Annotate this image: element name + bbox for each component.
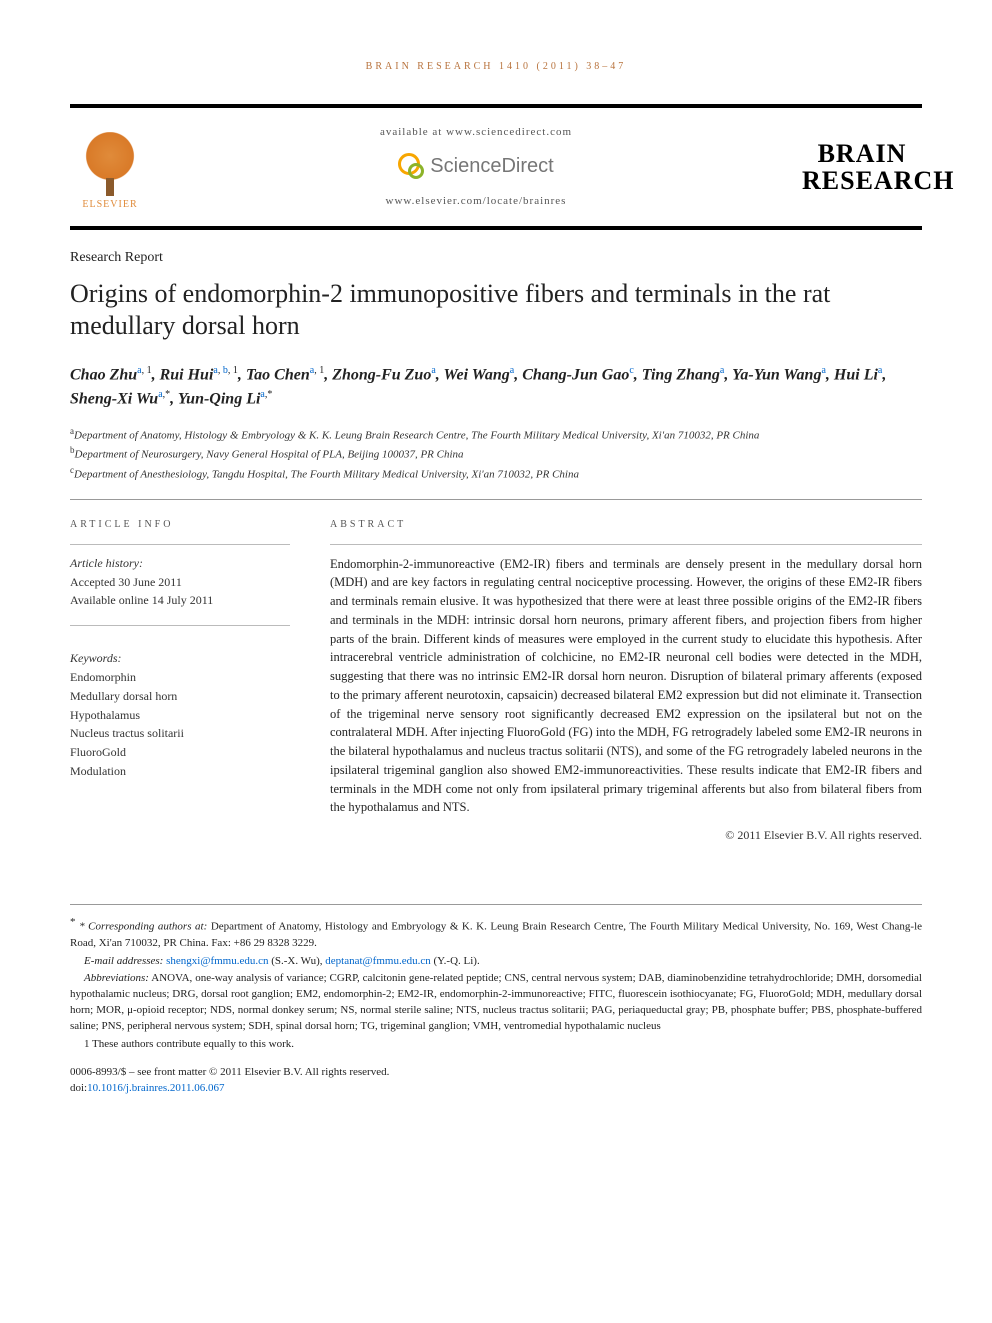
author-affiliation-ref: a [510, 365, 514, 376]
email-note: E-mail addresses: shengxi@fmmu.edu.cn (S… [70, 954, 922, 970]
author-affiliation-ref: a [821, 365, 825, 376]
keyword-item: Hypothalamus [70, 707, 290, 724]
author-affiliation-ref: a,* [158, 389, 170, 400]
article-title: Origins of endomorphin-2 immunopositive … [70, 278, 922, 343]
equal-contribution-note: 1 These authors contribute equally to th… [70, 1037, 922, 1053]
abstract-column: ABSTRACT Endomorphin-2-immunoreactive (E… [330, 518, 922, 844]
author-affiliation-ref: a,* [260, 389, 272, 400]
author-affiliation-ref: a [720, 365, 724, 376]
author-name: Chao Zhu [70, 366, 137, 383]
keyword-item: Medullary dorsal horn [70, 688, 290, 705]
keyword-item: Endomorphin [70, 669, 290, 686]
doi-link[interactable]: 10.1016/j.brainres.2011.06.067 [87, 1082, 224, 1094]
author-name: Sheng-Xi Wu [70, 390, 158, 407]
elsevier-label: ELSEVIER [82, 198, 137, 212]
author-name: Tao Chen [246, 366, 310, 383]
author-affiliation-ref: a, b, 1 [213, 365, 237, 376]
email-link-1[interactable]: shengxi@fmmu.edu.cn [166, 955, 268, 967]
journal-name-line2: RESEARCH [802, 167, 922, 194]
elsevier-logo: ELSEVIER [70, 122, 150, 212]
info-rule [70, 544, 290, 545]
corresponding-note: * * Corresponding authors at: Department… [70, 915, 922, 952]
affiliation-c: cDepartment of Anesthesiology, Tangdu Ho… [70, 464, 922, 483]
sciencedirect-logo[interactable]: ScienceDirect [398, 152, 553, 180]
abstract-head: ABSTRACT [330, 518, 922, 532]
keyword-item: FluoroGold [70, 744, 290, 761]
author-name: Ya-Yun Wang [732, 366, 821, 383]
author-name: Wei Wang [444, 366, 510, 383]
abstract-copyright: © 2011 Elsevier B.V. All rights reserved… [330, 827, 922, 844]
journal-header: ELSEVIER available at www.sciencedirect.… [70, 104, 922, 230]
abstract-rule [330, 544, 922, 545]
author-affiliation-ref: a [878, 365, 882, 376]
sciencedirect-name: ScienceDirect [430, 152, 553, 180]
author-affiliation-ref: a, 1 [310, 365, 324, 376]
author-affiliation-ref: c [629, 365, 633, 376]
divider-top [70, 499, 922, 500]
author-name: Zhong-Fu Zuo [332, 366, 431, 383]
locate-url[interactable]: www.elsevier.com/locate/brainres [150, 194, 802, 209]
accepted-date: Accepted 30 June 2011 [70, 574, 290, 591]
author-name: Chang-Jun Gao [522, 366, 629, 383]
history-label: Article history: [70, 555, 290, 572]
author-affiliation-ref: a [431, 365, 435, 376]
article-info-column: ARTICLE INFO Article history: Accepted 3… [70, 518, 290, 844]
abstract-text: Endomorphin-2-immunoreactive (EM2-IR) fi… [330, 555, 922, 818]
article-info-head: ARTICLE INFO [70, 518, 290, 532]
affiliation-a: aDepartment of Anatomy, Histology & Embr… [70, 425, 922, 444]
affiliation-list: aDepartment of Anatomy, Histology & Embr… [70, 425, 922, 482]
author-affiliation-ref: a, 1 [137, 365, 151, 376]
author-name: Yun-Qing Li [178, 390, 261, 407]
author-name: Hui Li [834, 366, 878, 383]
affiliation-b: bDepartment of Neurosurgery, Navy Genera… [70, 444, 922, 463]
footnotes: * * Corresponding authors at: Department… [70, 904, 922, 1097]
abbreviations-note: Abbreviations: ANOVA, one-way analysis o… [70, 971, 922, 1035]
elsevier-tree-icon [80, 132, 140, 192]
journal-name-line1: BRAIN [802, 140, 922, 167]
running-head: BRAIN RESEARCH 1410 (2011) 38–47 [70, 60, 922, 74]
author-list: Chao Zhua, 1, Rui Huia, b, 1, Tao Chena,… [70, 363, 922, 412]
sciencedirect-icon [398, 153, 424, 179]
issn-line: 0006-8993/$ – see front matter © 2011 El… [70, 1065, 922, 1081]
keyword-item: Modulation [70, 763, 290, 780]
author-name: Rui Hui [160, 366, 214, 383]
email-link-2[interactable]: deptanat@fmmu.edu.cn [325, 955, 430, 967]
author-name: Ting Zhang [642, 366, 720, 383]
online-date: Available online 14 July 2011 [70, 592, 290, 609]
doi-line: doi:10.1016/j.brainres.2011.06.067 [70, 1081, 922, 1097]
journal-title-logo: BRAIN RESEARCH [802, 140, 922, 195]
available-at-text: available at www.sciencedirect.com [150, 125, 802, 140]
keyword-item: Nucleus tractus solitarii [70, 725, 290, 742]
keywords-label: Keywords: [70, 650, 290, 667]
section-label: Research Report [70, 248, 922, 268]
